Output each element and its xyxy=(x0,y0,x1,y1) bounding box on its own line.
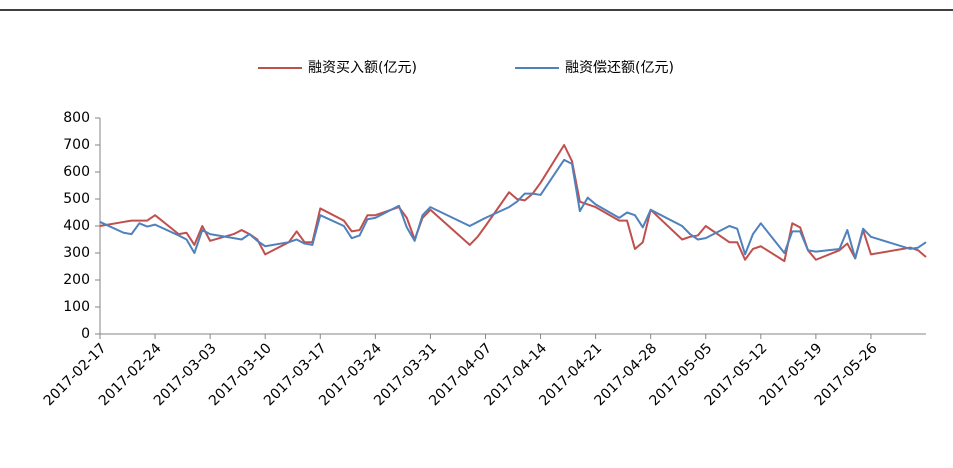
legend-label: 融资偿还额(亿元) xyxy=(565,60,674,76)
y-tick-label: 600 xyxy=(63,164,90,180)
series-line xyxy=(99,144,927,263)
y-tick-label: 500 xyxy=(63,191,90,207)
y-tick-label: 0 xyxy=(81,326,90,342)
y-tick-label: 100 xyxy=(63,299,90,315)
legend-label: 融资买入额(亿元) xyxy=(308,60,417,76)
y-tick-label: 800 xyxy=(63,110,90,126)
y-tick-label: 300 xyxy=(63,245,90,261)
y-tick-label: 200 xyxy=(63,272,90,288)
y-tick-label: 700 xyxy=(63,137,90,153)
series-line xyxy=(99,158,927,260)
y-tick-label: 400 xyxy=(63,218,90,234)
